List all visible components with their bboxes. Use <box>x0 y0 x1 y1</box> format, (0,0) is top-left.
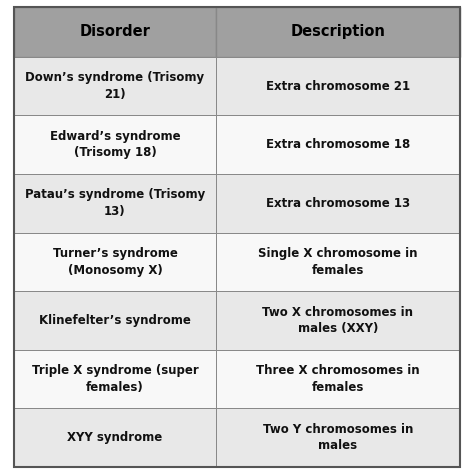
Bar <box>14 174 216 233</box>
Text: Single X chromosome in
females: Single X chromosome in females <box>258 247 418 276</box>
Text: Two X chromosomes in
males (XXY): Two X chromosomes in males (XXY) <box>262 306 413 335</box>
Bar <box>14 57 216 115</box>
Bar <box>216 7 460 57</box>
Text: Extra chromosome 13: Extra chromosome 13 <box>265 197 410 210</box>
Bar <box>216 115 460 174</box>
Bar <box>14 115 216 174</box>
Bar <box>216 174 460 233</box>
Text: XYY syndrome: XYY syndrome <box>67 431 163 444</box>
Bar <box>216 291 460 350</box>
Bar <box>216 57 460 115</box>
Text: Two Y chromosomes in
males: Two Y chromosomes in males <box>263 423 413 452</box>
Bar <box>14 7 216 57</box>
Bar <box>14 350 216 408</box>
Bar <box>216 233 460 291</box>
Text: Triple X syndrome (super
females): Triple X syndrome (super females) <box>32 364 198 394</box>
Text: Edward’s syndrome
(Trisomy 18): Edward’s syndrome (Trisomy 18) <box>50 130 180 159</box>
Text: Extra chromosome 21: Extra chromosome 21 <box>265 80 410 92</box>
Text: Three X chromosomes in
females: Three X chromosomes in females <box>256 364 419 394</box>
Text: Patau’s syndrome (Trisomy
13): Patau’s syndrome (Trisomy 13) <box>25 189 205 218</box>
Bar <box>216 350 460 408</box>
Bar <box>14 233 216 291</box>
Text: Disorder: Disorder <box>80 25 150 39</box>
Bar <box>14 408 216 467</box>
Text: Extra chromosome 18: Extra chromosome 18 <box>265 138 410 151</box>
Text: Klinefelter’s syndrome: Klinefelter’s syndrome <box>39 314 191 327</box>
Bar <box>14 291 216 350</box>
Text: Description: Description <box>290 25 385 39</box>
Bar <box>216 408 460 467</box>
Text: Down’s syndrome (Trisomy
21): Down’s syndrome (Trisomy 21) <box>26 71 204 101</box>
Text: Turner’s syndrome
(Monosomy X): Turner’s syndrome (Monosomy X) <box>53 247 177 276</box>
